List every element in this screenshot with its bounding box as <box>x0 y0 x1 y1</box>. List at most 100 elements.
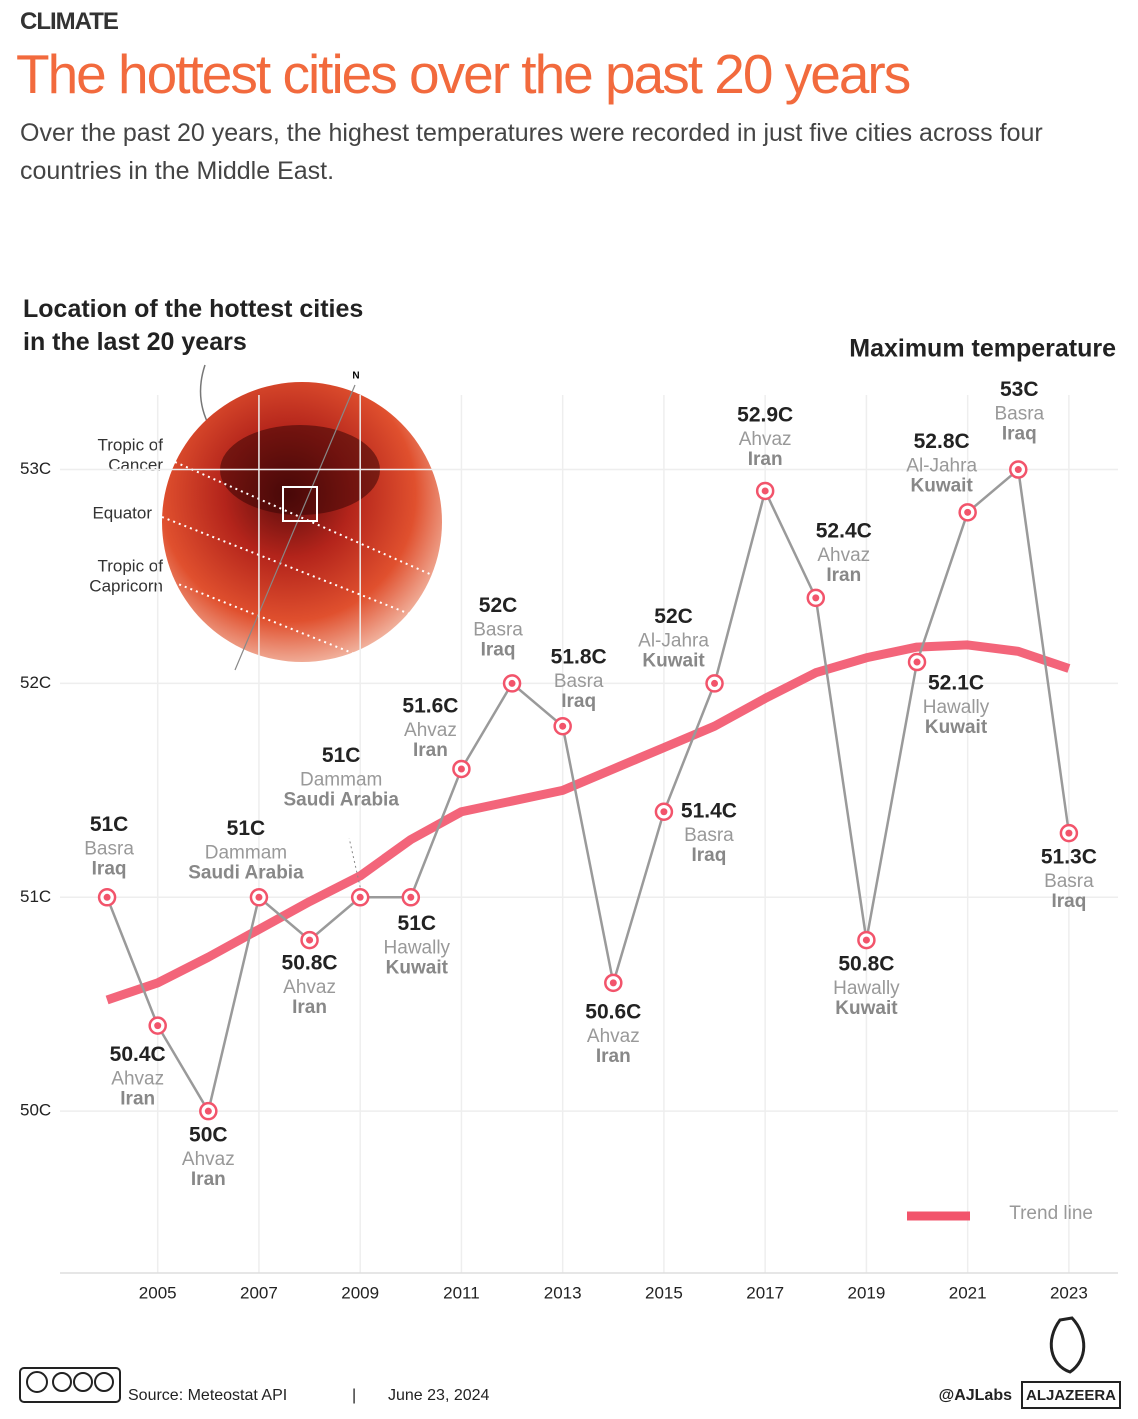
marker-dot <box>812 594 820 602</box>
region-box <box>282 486 318 522</box>
value-label: 52C <box>479 594 518 617</box>
brand-box <box>1021 1381 1121 1409</box>
y-tick-label: 52C <box>20 673 51 692</box>
value-label: 52C <box>654 605 693 628</box>
country-label: Iraq <box>92 858 127 879</box>
marker-dot <box>154 1022 162 1030</box>
value-label: 50C <box>189 1124 228 1147</box>
city-label: Dammam <box>205 842 287 863</box>
value-label: 51.8C <box>551 646 607 669</box>
cc-icon <box>52 1372 72 1392</box>
axis-line <box>234 384 356 671</box>
value-label: 52.4C <box>816 519 872 542</box>
map-label: Capricorn <box>89 576 163 595</box>
city-label: Ahvaz <box>587 1026 640 1047</box>
y-tick-label: 51C <box>20 887 51 906</box>
map-label: Tropic of <box>97 435 163 454</box>
country-label: Iran <box>120 1089 155 1110</box>
map-inset: N Tropic of Cancer Equator Tropic of Cap… <box>89 364 442 671</box>
marker-dot <box>761 487 769 495</box>
marker-dot <box>711 679 719 687</box>
x-tick-label: 2013 <box>544 1283 582 1302</box>
marker-dot <box>103 893 111 901</box>
source: Source: Meteostat API <box>128 1387 287 1404</box>
city-label: Hawally <box>923 697 990 718</box>
marker-dot <box>964 508 972 516</box>
city-label: Basra <box>473 619 523 640</box>
city-label: Dammam <box>300 769 382 790</box>
country-label: Kuwait <box>835 998 898 1019</box>
x-tick-label: 2005 <box>139 1283 177 1302</box>
city-label: Ahvaz <box>182 1149 235 1170</box>
cc-icon <box>26 1371 48 1393</box>
x-tick-label: 2009 <box>341 1283 379 1302</box>
city-label: Basra <box>84 838 134 859</box>
subtitle: Over the past 20 years, the highest temp… <box>20 119 1043 185</box>
value-label: 51C <box>227 817 266 840</box>
marker-dot <box>1065 829 1073 837</box>
city-label: Hawally <box>833 978 900 999</box>
marker-dot <box>660 808 668 816</box>
x-tick-label: 2019 <box>847 1283 885 1302</box>
country-label: Iran <box>191 1169 226 1190</box>
marker-dot <box>913 658 921 666</box>
country-label: Iran <box>413 740 448 761</box>
country-label: Iran <box>596 1046 631 1067</box>
value-label: 51.4C <box>681 799 737 822</box>
city-label: Ahvaz <box>404 720 457 741</box>
country-label: Iraq <box>1002 424 1037 445</box>
city-label: Basra <box>994 404 1044 425</box>
y-tick-label: 53C <box>20 459 51 478</box>
marker-dot <box>609 979 617 987</box>
country-label: Saudi Arabia <box>283 789 399 810</box>
value-label: 52.9C <box>737 403 793 426</box>
map-label: Cancer <box>108 455 163 474</box>
x-tick-label: 2015 <box>645 1283 683 1302</box>
value-label: 51.6C <box>402 695 458 718</box>
country-label: Kuwait <box>386 957 449 978</box>
cc-icon <box>73 1372 93 1392</box>
leader-line <box>348 838 361 888</box>
x-tick-label: 2023 <box>1050 1283 1088 1302</box>
city-label: Basra <box>684 825 734 846</box>
title: The hottest cities over the past 20 year… <box>16 43 911 105</box>
marker-dot <box>1014 466 1022 474</box>
marker-dot <box>255 893 263 901</box>
data-line <box>105 467 1071 1115</box>
handle: @AJLabs <box>939 1387 1013 1404</box>
date: June 23, 2024 <box>388 1387 490 1404</box>
city-label: Basra <box>1044 871 1094 892</box>
city-label: Al-Jahra <box>906 455 977 476</box>
value-label: 50.8C <box>838 953 894 976</box>
country-label: Iraq <box>561 691 596 712</box>
city-label: Ahvaz <box>283 977 336 998</box>
country-label: Iran <box>292 997 327 1018</box>
value-label: 51C <box>398 912 437 935</box>
value-label: 51C <box>90 813 129 836</box>
marker-dot <box>559 722 567 730</box>
x-tick-label: 2011 <box>443 1283 480 1302</box>
y-tick-label: 50C <box>20 1101 51 1120</box>
value-label: 50.4C <box>110 1043 166 1066</box>
marker-dot <box>862 936 870 944</box>
marker-dot <box>356 893 364 901</box>
city-label: Al-Jahra <box>638 630 709 651</box>
value-label: 51C <box>322 744 361 767</box>
cc-badge <box>19 1367 121 1403</box>
value-label: 51.3C <box>1041 846 1097 869</box>
marker-dot <box>457 765 465 773</box>
country-label: Kuwait <box>911 475 974 496</box>
map-label: Equator <box>92 503 152 522</box>
trend-line <box>105 640 1071 1005</box>
country-label: Iraq <box>481 639 516 660</box>
series-heading: Maximum temperature <box>849 335 1116 363</box>
city-label: Hawally <box>384 937 451 958</box>
country-label: Kuwait <box>642 650 705 671</box>
footer-logos <box>19 1316 1121 1409</box>
marker-dot <box>204 1107 212 1115</box>
inset-title: Location of the hottest cities in the la… <box>23 295 364 356</box>
tropic-capricorn-line <box>167 579 371 661</box>
x-tick-label: 2017 <box>746 1283 784 1302</box>
city-label: Ahvaz <box>739 429 792 450</box>
